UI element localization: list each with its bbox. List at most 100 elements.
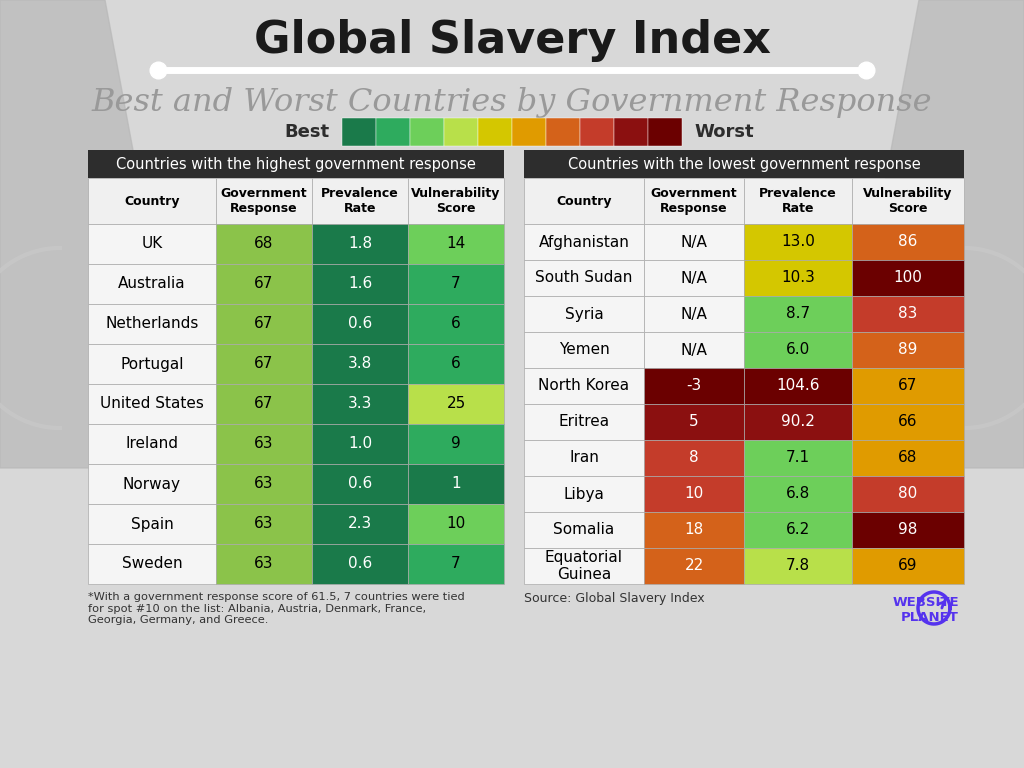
Text: 13.0: 13.0: [781, 234, 815, 250]
FancyBboxPatch shape: [644, 548, 744, 584]
FancyBboxPatch shape: [744, 476, 852, 512]
Text: Government
Response: Government Response: [221, 187, 307, 215]
Text: 67: 67: [254, 316, 273, 332]
Text: 67: 67: [898, 379, 918, 393]
FancyBboxPatch shape: [312, 464, 408, 504]
Text: Government
Response: Government Response: [650, 187, 737, 215]
Text: Yemen: Yemen: [559, 343, 609, 357]
Text: 1.8: 1.8: [348, 237, 372, 251]
FancyBboxPatch shape: [852, 224, 964, 260]
FancyBboxPatch shape: [644, 260, 744, 296]
FancyBboxPatch shape: [644, 476, 744, 512]
FancyBboxPatch shape: [644, 512, 744, 548]
FancyBboxPatch shape: [342, 118, 376, 146]
FancyBboxPatch shape: [644, 332, 744, 368]
FancyBboxPatch shape: [312, 304, 408, 344]
Text: 6: 6: [452, 356, 461, 372]
FancyBboxPatch shape: [376, 118, 410, 146]
FancyBboxPatch shape: [216, 224, 312, 264]
Text: 18: 18: [684, 522, 703, 538]
Text: Portugal: Portugal: [120, 356, 183, 372]
FancyBboxPatch shape: [312, 384, 408, 424]
Text: 63: 63: [254, 517, 273, 531]
FancyBboxPatch shape: [644, 178, 744, 224]
FancyBboxPatch shape: [88, 464, 216, 504]
FancyBboxPatch shape: [524, 368, 644, 404]
Text: 14: 14: [446, 237, 466, 251]
FancyBboxPatch shape: [852, 476, 964, 512]
Text: 1.6: 1.6: [348, 276, 372, 292]
FancyBboxPatch shape: [852, 512, 964, 548]
FancyBboxPatch shape: [546, 118, 580, 146]
Text: *With a government response score of 61.5, 7 countries were tied
for spot #10 on: *With a government response score of 61.…: [88, 592, 465, 625]
FancyBboxPatch shape: [408, 544, 504, 584]
FancyBboxPatch shape: [408, 424, 504, 464]
Text: Libya: Libya: [563, 486, 604, 502]
Text: N/A: N/A: [681, 306, 708, 322]
FancyBboxPatch shape: [216, 178, 312, 224]
Text: 1.0: 1.0: [348, 436, 372, 452]
Text: Best and Worst Countries by Government Response: Best and Worst Countries by Government R…: [92, 88, 932, 118]
Text: 67: 67: [254, 396, 273, 412]
FancyBboxPatch shape: [744, 296, 852, 332]
FancyBboxPatch shape: [216, 424, 312, 464]
FancyBboxPatch shape: [852, 548, 964, 584]
Text: Afghanistan: Afghanistan: [539, 234, 630, 250]
Text: 63: 63: [254, 436, 273, 452]
Text: -3: -3: [686, 379, 701, 393]
Text: 67: 67: [254, 356, 273, 372]
Text: Best: Best: [285, 123, 330, 141]
FancyBboxPatch shape: [524, 260, 644, 296]
FancyBboxPatch shape: [478, 118, 512, 146]
Text: 6: 6: [452, 316, 461, 332]
FancyBboxPatch shape: [312, 424, 408, 464]
FancyBboxPatch shape: [524, 440, 644, 476]
FancyBboxPatch shape: [852, 440, 964, 476]
Text: 3.8: 3.8: [348, 356, 372, 372]
Text: N/A: N/A: [681, 234, 708, 250]
Text: 68: 68: [898, 451, 918, 465]
FancyBboxPatch shape: [88, 424, 216, 464]
FancyBboxPatch shape: [88, 504, 216, 544]
FancyBboxPatch shape: [744, 178, 852, 224]
FancyBboxPatch shape: [852, 404, 964, 440]
FancyBboxPatch shape: [408, 504, 504, 544]
Text: Country: Country: [124, 194, 180, 207]
FancyBboxPatch shape: [88, 384, 216, 424]
FancyBboxPatch shape: [216, 384, 312, 424]
FancyBboxPatch shape: [408, 178, 504, 224]
Text: 89: 89: [898, 343, 918, 357]
FancyBboxPatch shape: [88, 178, 216, 224]
Text: Spain: Spain: [131, 517, 173, 531]
Text: Country: Country: [556, 194, 611, 207]
FancyBboxPatch shape: [648, 118, 682, 146]
Text: 7: 7: [452, 276, 461, 292]
Text: United States: United States: [100, 396, 204, 412]
FancyBboxPatch shape: [312, 264, 408, 304]
Text: 9: 9: [452, 436, 461, 452]
FancyBboxPatch shape: [312, 544, 408, 584]
FancyBboxPatch shape: [644, 440, 744, 476]
FancyBboxPatch shape: [216, 344, 312, 384]
Text: 7.8: 7.8: [786, 558, 810, 574]
FancyBboxPatch shape: [88, 344, 216, 384]
Text: 10: 10: [684, 486, 703, 502]
Text: 66: 66: [898, 415, 918, 429]
Text: Eritrea: Eritrea: [558, 415, 609, 429]
FancyBboxPatch shape: [512, 118, 546, 146]
FancyBboxPatch shape: [744, 332, 852, 368]
FancyBboxPatch shape: [408, 464, 504, 504]
Text: South Sudan: South Sudan: [536, 270, 633, 286]
FancyBboxPatch shape: [852, 296, 964, 332]
FancyBboxPatch shape: [408, 344, 504, 384]
FancyBboxPatch shape: [88, 304, 216, 344]
Text: Worst: Worst: [694, 123, 754, 141]
Text: 22: 22: [684, 558, 703, 574]
Text: 10.3: 10.3: [781, 270, 815, 286]
Text: Somalia: Somalia: [553, 522, 614, 538]
FancyBboxPatch shape: [852, 178, 964, 224]
FancyBboxPatch shape: [744, 260, 852, 296]
Polygon shape: [869, 0, 1024, 468]
FancyBboxPatch shape: [410, 118, 444, 146]
Text: 83: 83: [898, 306, 918, 322]
